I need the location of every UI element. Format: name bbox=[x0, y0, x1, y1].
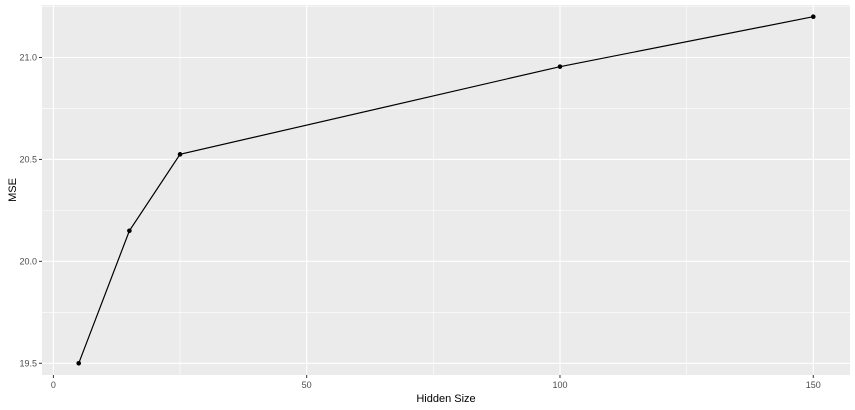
x-tick-label: 0 bbox=[51, 380, 56, 390]
y-tick-label: 20.5 bbox=[19, 154, 37, 164]
x-axis-title: Hidden Size bbox=[416, 393, 475, 405]
axis-ticks: 0 50 100 150 19.5 20.0 20.5 21.0 bbox=[19, 52, 820, 390]
minor-gridlines bbox=[42, 5, 850, 375]
plot-panel bbox=[42, 5, 850, 375]
data-point bbox=[76, 360, 82, 366]
data-point bbox=[810, 14, 816, 20]
y-axis-title: MSE bbox=[7, 178, 19, 202]
y-tick-label: 19.5 bbox=[19, 358, 37, 368]
y-tick-label: 21.0 bbox=[19, 52, 37, 62]
x-tick-label: 50 bbox=[302, 380, 312, 390]
x-tick-label: 150 bbox=[806, 380, 821, 390]
data-point bbox=[177, 152, 183, 157]
x-tick-label: 100 bbox=[552, 380, 567, 390]
y-tick-label: 20.0 bbox=[19, 256, 37, 266]
series-layer bbox=[76, 14, 816, 366]
data-point bbox=[127, 228, 132, 234]
data-point bbox=[557, 64, 563, 69]
